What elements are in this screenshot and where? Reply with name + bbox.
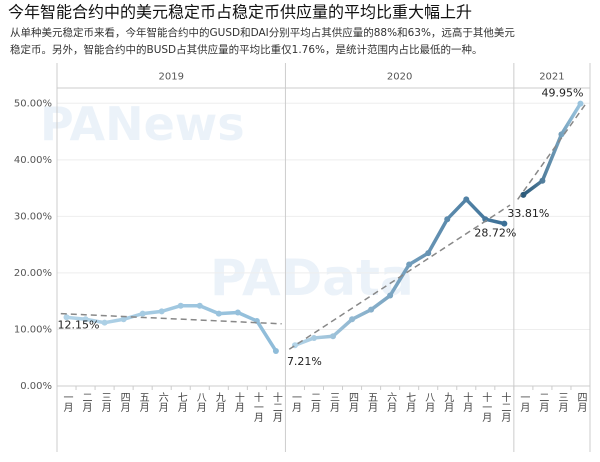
x-tick-label: 三月 <box>556 392 568 413</box>
point <box>539 177 546 184</box>
watermark: PANews <box>40 97 245 151</box>
x-tick-label: 六月 <box>385 392 397 413</box>
x-tick-label: 九月 <box>213 392 225 413</box>
point <box>196 302 203 309</box>
point <box>82 316 89 323</box>
point <box>330 333 337 340</box>
point <box>139 310 146 317</box>
data-label: 28.72% <box>474 227 516 240</box>
subtitle: 稳定币。另外，智能合约中的BUSD占其供应量的平均比重仅1.76%，是统计范围内… <box>10 43 483 56</box>
point <box>558 131 565 138</box>
point <box>272 347 279 354</box>
x-tick-label: 一月 <box>61 392 73 413</box>
point <box>406 261 413 268</box>
trend-line <box>288 204 511 350</box>
data-label: 7.21% <box>287 355 322 368</box>
x-tick-label: 五月 <box>366 392 378 413</box>
chart-title: 今年智能合约中的美元稳定币占稳定币供应量的平均比重大幅上升 <box>8 3 472 22</box>
data-label: 49.95% <box>542 87 584 100</box>
x-tick-label: 十一月 <box>480 391 492 423</box>
watermark: PAData <box>210 249 414 307</box>
x-tick-label: 一月 <box>518 392 530 413</box>
x-tick-label: 十一月 <box>251 391 263 423</box>
x-tick-label: 七月 <box>175 392 187 413</box>
line <box>66 303 278 352</box>
point <box>177 302 184 309</box>
x-tick-label: 四月 <box>347 392 359 413</box>
point <box>501 220 508 227</box>
x-tick-label: 八月 <box>194 392 206 413</box>
point <box>234 309 241 316</box>
x-tick-label: 六月 <box>156 392 168 413</box>
point <box>463 196 470 203</box>
subtitle: 从单种美元稳定币来看，今年智能合约中的GUSD和DAI分别平均占其供应量的88%… <box>10 26 515 39</box>
point <box>520 191 527 198</box>
point <box>158 308 165 315</box>
panel-header: 2021 <box>539 72 564 83</box>
y-tick-label: 0.00% <box>20 381 52 392</box>
x-tick-label: 十二月 <box>499 391 511 423</box>
x-tick-label: 一月 <box>289 392 301 413</box>
panel-header: 2019 <box>158 72 183 83</box>
point <box>63 314 70 321</box>
y-tick-label: 20.00% <box>14 268 52 279</box>
point <box>349 316 356 323</box>
point <box>577 100 584 107</box>
x-tick-label: 二月 <box>537 392 549 413</box>
y-tick-label: 40.00% <box>14 155 52 166</box>
data-label: 33.81% <box>507 207 549 220</box>
point <box>120 316 127 323</box>
x-tick-label: 三月 <box>328 392 340 413</box>
data-label: 12.15% <box>58 318 100 331</box>
line <box>294 197 505 347</box>
y-tick-label: 50.00% <box>14 98 52 109</box>
x-tick-label: 五月 <box>137 392 149 413</box>
trend-line <box>517 102 587 200</box>
y-tick-label: 10.00% <box>14 324 52 335</box>
x-tick-label: 二月 <box>80 392 92 413</box>
point <box>215 310 222 317</box>
x-tick-label: 四月 <box>118 392 130 413</box>
point <box>387 292 394 299</box>
point <box>368 306 375 313</box>
x-tick-label: 三月 <box>99 392 111 413</box>
x-tick-label: 十月 <box>232 391 244 413</box>
line <box>522 102 582 197</box>
x-tick-label: 八月 <box>423 392 435 413</box>
point <box>425 250 432 257</box>
y-tick-label: 30.00% <box>14 211 52 222</box>
x-tick-label: 九月 <box>442 392 454 413</box>
panel-header: 2020 <box>387 72 412 83</box>
trend-line <box>60 312 282 325</box>
x-tick-label: 四月 <box>575 392 587 413</box>
x-tick-label: 七月 <box>404 392 416 413</box>
point <box>310 334 317 341</box>
x-tick-label: 二月 <box>308 392 320 413</box>
x-tick-label: 十二月 <box>270 391 282 423</box>
point <box>101 319 108 326</box>
point <box>444 216 451 223</box>
x-tick-label: 十月 <box>461 391 473 413</box>
